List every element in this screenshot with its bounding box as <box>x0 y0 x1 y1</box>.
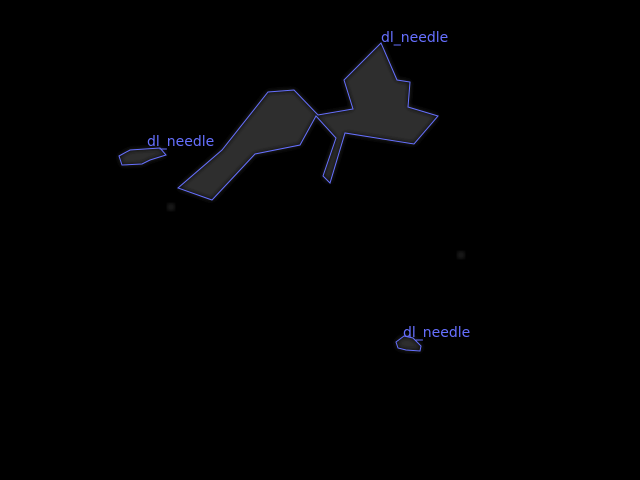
background-speck <box>458 252 464 258</box>
segment-small-bottom: dl_needle <box>395 325 470 352</box>
segment-large-label: dl_needle <box>381 30 448 46</box>
segment-small-left-fill <box>119 148 166 165</box>
segment-small-bottom-outline <box>395 335 422 352</box>
segment-small-left-label: dl_needle <box>147 134 214 150</box>
segment-large-fill <box>178 43 438 200</box>
segment-small-left-outline <box>118 147 167 166</box>
segment-small-bottom-label: dl_needle <box>403 325 470 341</box>
background-speck <box>168 204 174 210</box>
segment-large: dl_needle <box>177 30 448 201</box>
segment-small-left: dl_needle <box>118 134 214 166</box>
segment-large-outline <box>177 42 439 201</box>
